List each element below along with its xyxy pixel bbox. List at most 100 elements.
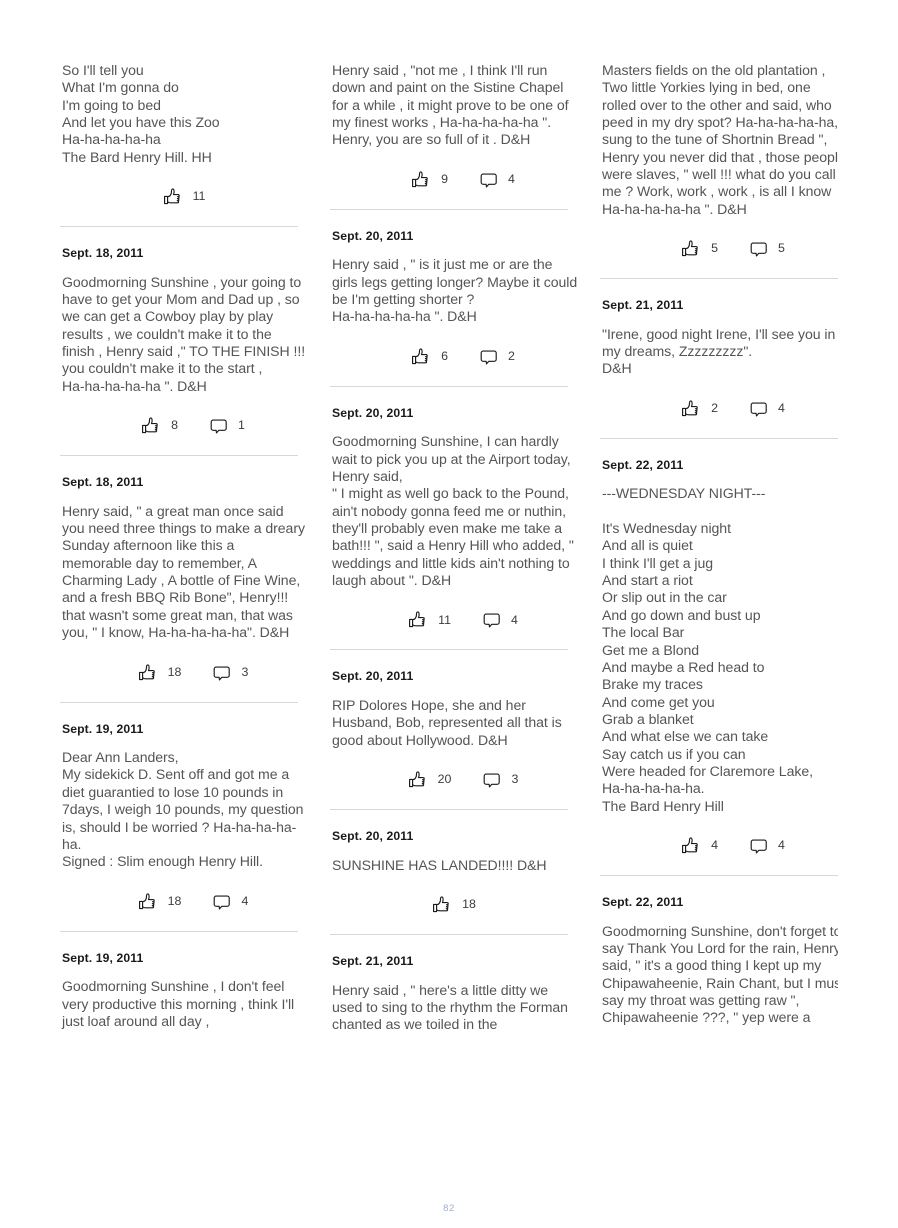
post-stats-row: 18: [330, 894, 578, 916]
thumbs-up-icon[interactable]: [681, 398, 703, 420]
post-divider: [600, 278, 838, 280]
like-count: 18: [462, 897, 476, 912]
comment-count: 4: [241, 893, 249, 908]
post-divider: [60, 226, 298, 228]
social-post: Sept. 18, 2011 Henry said, " a great man…: [60, 475, 308, 703]
speech-bubble-icon[interactable]: [208, 415, 230, 437]
post-date: Sept. 19, 2011: [62, 950, 144, 965]
comment-stat[interactable]: 2: [478, 346, 515, 368]
post-date: Sept. 18, 2011: [62, 475, 144, 490]
comment-stat[interactable]: 4: [748, 835, 785, 857]
post-divider: [330, 934, 568, 936]
comment-count: 4: [778, 838, 785, 853]
thumbs-up-icon[interactable]: [138, 891, 160, 913]
post-divider: [600, 437, 838, 439]
social-post: Sept. 21, 2011 Henry said , " here's a l…: [330, 954, 578, 1034]
like-stat[interactable]: 11: [408, 609, 451, 631]
post-column: Henry said , "not me , I think I'll run …: [330, 62, 578, 1034]
post-body-text: Goodmorning Sunshine, don't forget to sa…: [602, 922, 838, 1026]
thumbs-up-icon[interactable]: [138, 662, 160, 684]
speech-bubble-icon[interactable]: [481, 769, 503, 791]
thumbs-up-icon[interactable]: [408, 769, 430, 791]
post-column: Masters fields on the old plantation , T…: [600, 62, 838, 1027]
comment-count: 4: [778, 401, 785, 416]
speech-bubble-icon[interactable]: [478, 169, 500, 191]
post-body-text: Goodmorning Sunshine , your going to hav…: [62, 273, 306, 394]
like-count: 18: [167, 893, 182, 908]
like-stat[interactable]: 2: [681, 398, 718, 420]
social-post: Sept. 20, 2011 SUNSHINE HAS LANDED!!!! D…: [330, 829, 578, 936]
post-stats-row: 6 2: [330, 346, 578, 368]
comment-count: 5: [778, 241, 785, 256]
social-post: Sept. 19, 2011 Goodmorning Sunshine , I …: [60, 951, 308, 1031]
social-post: Sept. 20, 2011 RIP Dolores Hope, she and…: [330, 669, 578, 811]
post-stats-row: 11: [60, 186, 308, 208]
post-date: Sept. 20, 2011: [332, 228, 414, 243]
comment-count: 2: [508, 349, 515, 364]
thumbs-up-icon[interactable]: [681, 835, 703, 857]
like-stat[interactable]: 20: [408, 769, 451, 791]
post-divider: [330, 649, 568, 651]
social-post: Henry said , "not me , I think I'll run …: [330, 62, 578, 210]
like-stat[interactable]: 18: [432, 894, 476, 916]
post-divider: [60, 930, 298, 932]
comment-stat[interactable]: 5: [748, 238, 785, 260]
post-stats-row: 9 4: [330, 169, 578, 191]
like-stat[interactable]: 11: [163, 186, 206, 208]
post-date: Sept. 20, 2011: [332, 829, 414, 844]
post-stats-row: 8 1: [60, 415, 308, 437]
speech-bubble-icon[interactable]: [478, 346, 500, 368]
thumbs-up-icon[interactable]: [432, 894, 454, 916]
thumbs-up-icon[interactable]: [681, 238, 703, 260]
speech-bubble-icon[interactable]: [211, 662, 233, 684]
comment-count: 4: [508, 172, 515, 187]
post-column: So I'll tell you What I'm gonna do I'm g…: [60, 62, 308, 1030]
social-post: Sept. 19, 2011 Dear Ann Landers, My side…: [60, 722, 308, 932]
like-stat[interactable]: 6: [411, 346, 448, 368]
thumbs-up-icon[interactable]: [411, 169, 433, 191]
comment-count: 1: [238, 418, 245, 433]
thumbs-up-icon[interactable]: [411, 346, 433, 368]
post-stats-row: 20 3: [330, 769, 578, 791]
comment-count: 3: [511, 772, 519, 787]
post-date: Sept. 19, 2011: [62, 721, 144, 736]
like-stat[interactable]: 18: [138, 891, 182, 913]
thumbs-up-icon[interactable]: [163, 186, 185, 208]
like-stat[interactable]: 9: [411, 169, 448, 191]
comment-stat[interactable]: 3: [211, 662, 248, 684]
speech-bubble-icon[interactable]: [748, 238, 770, 260]
comment-stat[interactable]: 4: [748, 398, 785, 420]
like-stat[interactable]: 18: [138, 662, 181, 684]
post-body-text: Masters fields on the old plantation , T…: [602, 62, 838, 217]
post-body-text: Henry said , "not me , I think I'll run …: [332, 62, 573, 148]
post-date: Sept. 18, 2011: [62, 246, 144, 261]
social-post: Sept. 22, 2011 ---WEDNESDAY NIGHT--- It'…: [600, 458, 838, 876]
social-post: Sept. 20, 2011 Goodmorning Sunshine, I c…: [330, 406, 578, 651]
like-count: 2: [711, 401, 718, 416]
comment-stat[interactable]: 4: [478, 169, 515, 191]
post-body-text: ---WEDNESDAY NIGHT--- It's Wednesday nig…: [602, 485, 813, 814]
speech-bubble-icon[interactable]: [211, 891, 233, 913]
comment-stat[interactable]: 4: [481, 609, 518, 631]
post-stats-row: 18 4: [60, 891, 308, 913]
speech-bubble-icon[interactable]: [748, 398, 770, 420]
like-count: 8: [171, 418, 178, 433]
speech-bubble-icon[interactable]: [748, 835, 770, 857]
post-date: Sept. 21, 2011: [602, 298, 684, 313]
speech-bubble-icon[interactable]: [481, 609, 503, 631]
like-stat[interactable]: 4: [681, 835, 718, 857]
comment-count: 3: [241, 664, 249, 679]
comment-stat[interactable]: 4: [211, 891, 248, 913]
post-divider: [330, 385, 568, 387]
thumbs-up-icon[interactable]: [141, 415, 163, 437]
like-count: 11: [438, 612, 451, 627]
post-divider: [330, 208, 568, 210]
comment-stat[interactable]: 1: [208, 415, 245, 437]
thumbs-up-icon[interactable]: [408, 609, 430, 631]
like-stat[interactable]: 5: [681, 238, 718, 260]
like-stat[interactable]: 8: [141, 415, 178, 437]
like-count: 11: [192, 189, 206, 204]
comment-stat[interactable]: 3: [481, 769, 518, 791]
post-stats-row: 11 4: [330, 609, 578, 631]
